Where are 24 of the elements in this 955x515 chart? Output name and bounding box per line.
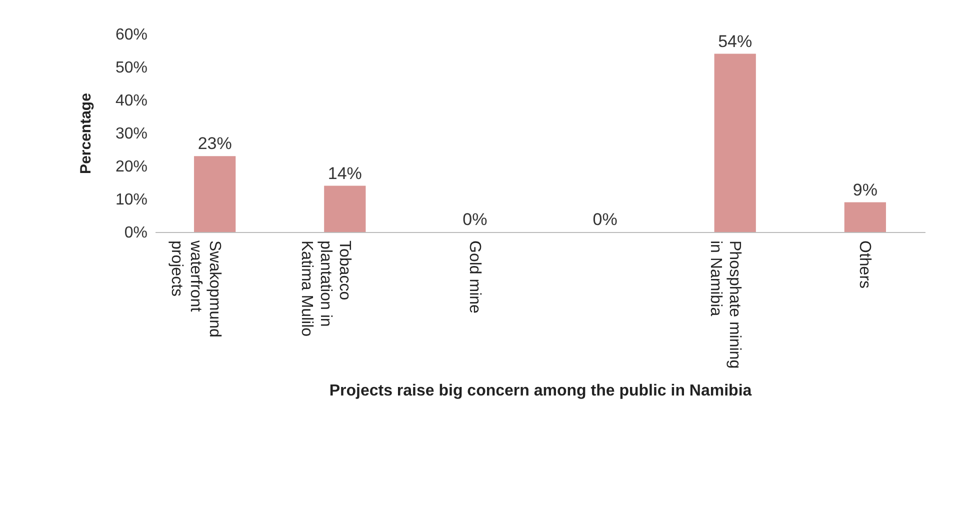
data-label: 14% (328, 164, 362, 183)
x-tick-label: Tobacco plantation in Katima Mulilo (298, 240, 353, 337)
x-tick-label: Swakopmund waterfront projects (168, 240, 223, 338)
data-label: 23% (198, 134, 232, 154)
data-label: 9% (852, 180, 878, 200)
y-tick-label: 50% (115, 60, 148, 76)
data-label: 0% (462, 210, 488, 229)
y-tick-label: 60% (115, 26, 148, 44)
data-label: 54% (718, 32, 752, 51)
x-axis-title: Projects raise big concern among the public in Namibia (329, 382, 752, 400)
x-tick-label: Phosphate mining in Namibia (707, 240, 744, 369)
y-tick-label: 30% (115, 126, 148, 142)
data-label: 0% (592, 210, 618, 229)
bar (714, 54, 756, 232)
y-tick-label: 0% (124, 224, 148, 242)
y-axis-title: Percentage (77, 93, 94, 174)
y-tick-label: 20% (115, 158, 148, 176)
bar (844, 202, 886, 232)
y-tick-label: 10% (115, 192, 148, 208)
bar (194, 156, 236, 232)
y-tick-label: 40% (115, 92, 148, 110)
x-tick-label: Gold mine (466, 240, 483, 314)
bar (324, 186, 366, 232)
x-tick-label: Others (856, 240, 874, 289)
